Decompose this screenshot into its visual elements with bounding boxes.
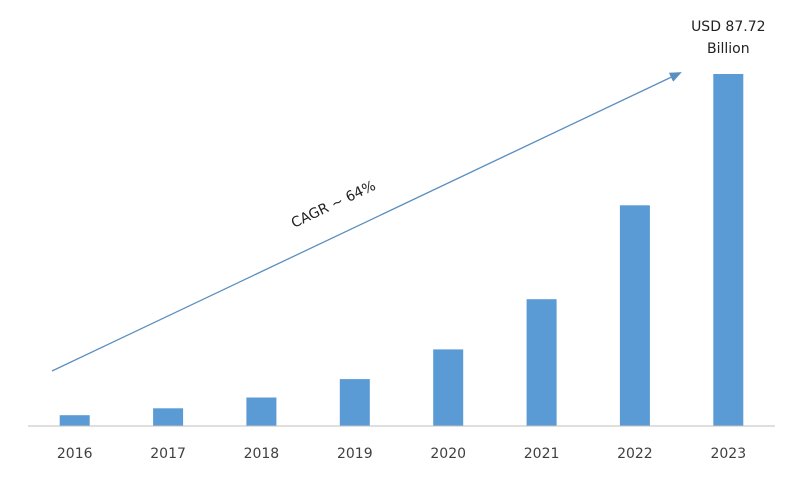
bar-2022	[619, 205, 650, 426]
top-value-label-line1: USD 87.72	[691, 19, 765, 35]
bar-2023	[713, 74, 744, 426]
bar-2021	[526, 299, 557, 426]
x-tick-labels: 2016 2017 2018 2019 2020 2021 2022 2023	[57, 446, 746, 462]
x-tick-label-2016: 2016	[57, 446, 93, 462]
top-value-label-line2: Billion	[707, 41, 750, 57]
cagr-label: CAGR ~ 64%	[289, 178, 378, 232]
bar-2017	[153, 408, 184, 426]
x-tick-label-2021: 2021	[524, 446, 560, 462]
x-tick-label-2018: 2018	[244, 446, 280, 462]
x-tick-label-2017: 2017	[150, 446, 186, 462]
x-tick-label-2019: 2019	[337, 446, 373, 462]
x-tick-label-2020: 2020	[430, 446, 466, 462]
bar-2020	[433, 349, 464, 426]
bar-2018	[246, 397, 277, 426]
bar-2016	[59, 415, 90, 426]
x-tick-label-2023: 2023	[710, 446, 746, 462]
x-tick-label-2022: 2022	[617, 446, 653, 462]
cagr-trend-arrow	[51, 72, 682, 372]
bar-2019	[339, 379, 370, 426]
bars-layer	[59, 74, 744, 426]
